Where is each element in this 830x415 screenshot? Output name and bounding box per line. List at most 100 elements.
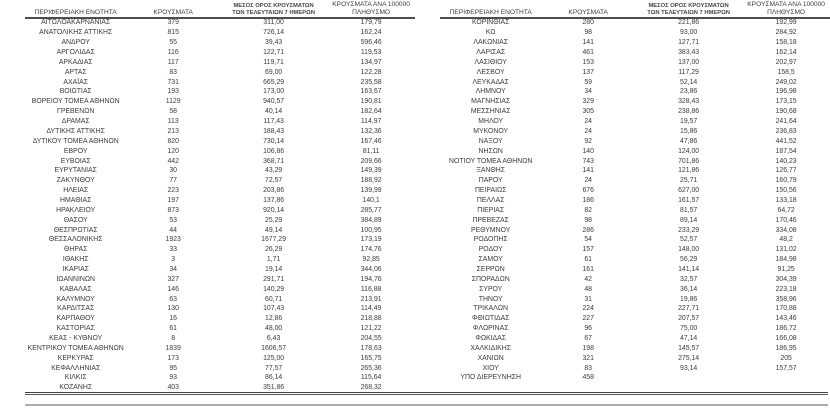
region-name-cell: ΘΗΡΑΣ (64, 246, 88, 254)
avg7-cell: 1677,29 (261, 236, 287, 244)
per100k-cell: 116,88 (360, 285, 382, 293)
avg7-cell: 311,00 (263, 19, 284, 27)
column-header-avg7: ΜΕΣΟΣ ΟΡΟΣ ΚΡΟΥΣΜΑΤΩΝ ΤΩΝ ΤΕΛΕΥΤΑΙΩΝ 7 Η… (220, 3, 327, 16)
per100k-cell: 100,95 (360, 226, 382, 234)
table-row: ΛΑΣΙΘΙΟΥ 153 137,00 202,97 (440, 58, 830, 68)
per100k-cell: 134,97 (360, 58, 382, 66)
region-name-cell: ΜΗΛΟΥ (478, 118, 504, 126)
cases-cell: 743 (582, 157, 594, 165)
per100k-cell: 268,32 (360, 384, 382, 392)
table-row: ΛΕΣΒΟΥ 137 117,29 158,5 (440, 68, 830, 78)
region-name-cell: ΣΑΜΟΥ (478, 256, 503, 264)
table-row: ΚΑΛΥΜΝΟΥ 63 60,71 213,91 (25, 295, 415, 305)
region-name-cell: ΣΥΡΟΥ (479, 285, 503, 293)
table-row: ΑΡΚΑΔΙΑΣ 117 119,71 134,97 (25, 58, 415, 68)
table-row: ΙΩΑΝΝΙΝΩΝ 327 291,71 194,76 (25, 275, 415, 285)
per100k-cell: 131,02 (775, 246, 797, 254)
per100k-cell: 204,55 (360, 334, 382, 342)
table-row: ΕΥΒΟΙΑΣ 442 368,71 209,66 (25, 157, 415, 167)
region-name-cell: ΝΑΞΟΥ (478, 137, 503, 145)
cases-cell: 16 (169, 315, 178, 323)
per100k-cell: 284,92 (775, 29, 797, 37)
table-row: ΛΑΡΙΣΑΣ 461 383,43 162,14 (440, 49, 830, 59)
region-name-cell: ΗΡΑΚΛΕΙΟΥ (56, 206, 96, 214)
table-row: ΔΥΤΙΚΟΥ ΤΟΜΕΑ ΑΘΗΝΩΝ 820 730,14 167,46 (25, 137, 415, 147)
per100k-cell: 213,91 (360, 295, 382, 303)
per100k-cell: 157,57 (775, 364, 797, 372)
avg7-cell: 32,57 (679, 275, 698, 283)
table-row: ΒΟΡΕΙΟΥ ΤΟΜΕΑ ΑΘΗΝΩΝ 1129 940,57 190,81 (25, 98, 415, 108)
table-row: ΤΗΝΟΥ 31 19,86 358,96 (440, 295, 830, 305)
column-header-cases: ΚΡΟΥΣΜΑΤΑ (153, 8, 193, 16)
cases-cell: 54 (584, 236, 593, 244)
per100k-cell: 178,63 (360, 344, 382, 352)
avg7-cell: 122,71 (263, 49, 285, 57)
per100k-cell: 236,83 (775, 127, 797, 135)
avg7-cell: 23,86 (679, 88, 698, 96)
per100k-cell: 133,18 (775, 196, 797, 204)
per100k-cell: 150,56 (775, 187, 797, 195)
per100k-cell: 209,66 (360, 157, 382, 165)
region-name-cell: ΧΑΝΙΩΝ (477, 354, 504, 362)
table-header-row: ΠΕΡΙΦΕΡΕΙΑΚΗ ΕΝΟΤΗΤΑ ΚΡΟΥΣΜΑΤΑ ΜΕΣΟΣ ΟΡΟ… (440, 1, 830, 19)
region-name-cell: ΥΠΟ ΔΙΕΡΕΥΝΗΣΗ (460, 374, 521, 382)
cases-cell: 58 (169, 108, 178, 116)
region-name-cell: ΚΑΡΠΑΘΟΥ (56, 315, 95, 323)
table-row: ΓΡΕΒΕΝΩΝ 58 40,14 182,64 (25, 108, 415, 118)
avg7-cell: 238,86 (678, 108, 700, 116)
per100k-cell: 91,25 (777, 265, 795, 273)
cases-cell: 197 (167, 196, 179, 204)
region-name-cell: ΚΕΝΤΡΙΚΟΥ ΤΟΜΕΑ ΑΘΗΝΩΝ (27, 344, 124, 352)
cases-cell: 67 (584, 334, 593, 342)
avg7-cell: 227,71 (678, 305, 700, 313)
page-bottom-rule (25, 404, 828, 406)
region-name-cell: ΦΩΚΙΔΑΣ (475, 334, 506, 342)
region-name-cell: ΚΑΣΤΟΡΙΑΣ (56, 325, 95, 333)
cases-cell: 213 (167, 127, 179, 135)
per100k-cell: 188,92 (360, 177, 382, 185)
table-row: ΕΒΡΟΥ 120 106,86 81,11 (25, 147, 415, 157)
cases-cell: 141 (582, 39, 594, 47)
regional-table-left: ΠΕΡΙΦΕΡΕΙΑΚΗ ΕΝΟΤΗΤΑ ΚΡΟΥΣΜΑΤΑ ΜΕΣΟΣ ΟΡΟ… (25, 1, 415, 394)
avg7-cell: 137,86 (263, 196, 285, 204)
region-name-cell: ΛΕΥΚΑΔΑΣ (472, 78, 509, 86)
per100k-cell: 173,19 (360, 236, 382, 244)
cases-cell: 280 (582, 19, 594, 27)
cases-cell: 1923 (165, 236, 181, 244)
avg7-cell: 6,43 (266, 334, 281, 342)
region-name-cell: ΚΙΛΚΙΣ (64, 374, 87, 382)
table-row: ΡΕΘΥΜΝΟΥ 286 233,29 334,08 (440, 226, 830, 236)
per100k-cell: 190,68 (775, 108, 797, 116)
table-row: ΑΙΤΩΛΟΑΚΑΡΝΑΝΙΑΣ 379 311,00 179,79 (25, 19, 415, 29)
column-header-region: ΠΕΡΙΦΕΡΕΙΑΚΗ ΕΝΟΤΗΤΑ (34, 8, 117, 16)
per100k-cell: 174,76 (360, 246, 382, 254)
avg7-cell: 86,14 (264, 374, 283, 382)
per100k-cell: 143,46 (775, 315, 797, 323)
per100k-cell: 265,36 (360, 364, 382, 372)
avg7-cell: 19,86 (679, 295, 698, 303)
region-name-cell: ΓΡΕΒΕΝΩΝ (57, 108, 95, 116)
avg7-cell: 49,14 (264, 226, 283, 234)
avg7-cell: 275,14 (678, 354, 700, 362)
table-row: ΦΩΚΙΔΑΣ 67 47,14 166,08 (440, 335, 830, 345)
cases-cell: 48 (584, 285, 593, 293)
avg7-cell: 920,14 (263, 206, 285, 214)
cases-cell: 31 (584, 295, 593, 303)
per100k-cell: 596,46 (360, 39, 382, 47)
per100k-cell: 163,67 (360, 88, 382, 96)
table-row: ΚΟΡΙΝΘΙΑΣ 280 221,86 192,99 (440, 19, 830, 29)
region-name-cell: ΑΝΔΡΟΥ (61, 39, 90, 47)
table-row: ΦΘΙΩΤΙΔΑΣ 227 207,57 143,46 (440, 315, 830, 325)
avg7-cell: 106,86 (263, 147, 285, 155)
cases-cell: 157 (582, 246, 594, 254)
cases-cell: 379 (167, 19, 179, 27)
cases-cell: 55 (169, 39, 178, 47)
region-name-cell: ΦΘΙΩΤΙΔΑΣ (471, 315, 510, 323)
table-row: ΗΛΕΙΑΣ 223 203,86 139,99 (25, 187, 415, 197)
per100k-cell: 202,97 (775, 58, 797, 66)
region-name-cell: ΙΘΑΚΗΣ (62, 256, 89, 264)
avg7-cell: 69,00 (264, 68, 283, 76)
per100k-cell: 149,39 (360, 167, 382, 175)
avg7-cell: 351,86 (263, 384, 285, 392)
table-row: ΝΑΞΟΥ 92 47,86 441,52 (440, 137, 830, 147)
